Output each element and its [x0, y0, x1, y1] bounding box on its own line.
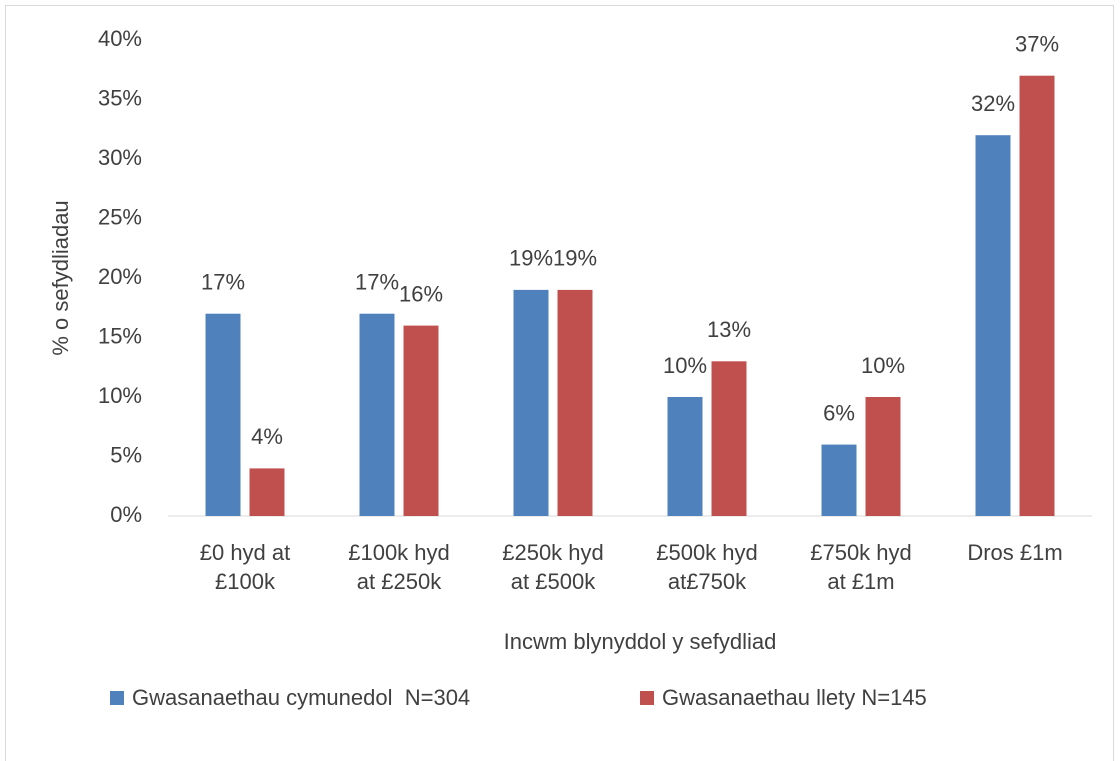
data-label: 17%	[355, 270, 399, 295]
x-tick-label: £100k hyd at £250k	[348, 540, 450, 594]
bar	[667, 397, 703, 516]
bar	[359, 313, 395, 516]
bar	[557, 289, 593, 516]
data-label: 6%	[823, 400, 855, 425]
x-tick-label: £500k hyd at£750k	[656, 540, 758, 594]
bar	[711, 361, 747, 516]
bar	[1019, 75, 1055, 516]
bar	[821, 444, 857, 516]
y-tick-label: 40%	[98, 26, 142, 51]
data-label: 32%	[971, 91, 1015, 116]
x-tick-label: £750k hyd at £1m	[810, 540, 912, 594]
bar	[513, 289, 549, 516]
x-tick-label: £0 hyd at £100k	[199, 540, 291, 594]
x-tick-label: £250k hyd at £500k	[502, 540, 604, 594]
data-label: 4%	[251, 424, 283, 449]
data-label: 10%	[861, 353, 905, 378]
y-tick-label: 10%	[98, 383, 142, 408]
chart-border	[5, 5, 1114, 761]
legend-label: Gwasanaethau cymunedol N=304	[132, 685, 470, 710]
legend-label: Gwasanaethau llety N=145	[662, 685, 927, 710]
y-tick-label: 0%	[110, 502, 142, 527]
bar	[249, 468, 285, 516]
y-tick-label: 25%	[98, 204, 142, 229]
data-label: 19%	[553, 246, 597, 271]
data-label: 17%	[201, 270, 245, 295]
bar	[975, 135, 1011, 516]
data-label: 37%	[1015, 32, 1059, 57]
y-axis-title: % o sefydliadau	[48, 200, 73, 355]
bar	[403, 325, 439, 516]
y-tick-label: 15%	[98, 323, 142, 348]
data-label: 10%	[663, 353, 707, 378]
y-tick-label: 5%	[110, 442, 142, 467]
y-tick-label: 35%	[98, 85, 142, 110]
data-label: 19%	[509, 246, 553, 271]
y-tick-label: 20%	[98, 264, 142, 289]
legend-swatch	[110, 691, 124, 705]
y-tick-label: 30%	[98, 145, 142, 170]
data-label: 16%	[399, 281, 443, 306]
x-tick-label: Dros £1m	[967, 540, 1063, 565]
bar	[205, 313, 241, 516]
legend-swatch	[640, 691, 654, 705]
x-axis-title: Incwm blynyddol y sefydliad	[504, 629, 777, 654]
data-label: 13%	[707, 317, 751, 342]
bar	[865, 397, 901, 516]
